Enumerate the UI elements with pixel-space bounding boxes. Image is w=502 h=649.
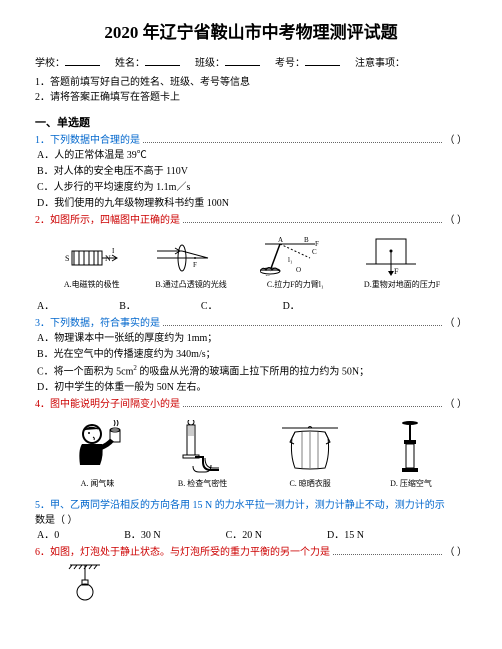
q4-stem: 4．图中能说明分子间隔变小的是	[35, 397, 180, 412]
q3-stem: 3．下列数据，符合事实的是	[35, 316, 160, 331]
choice-a: A．	[37, 299, 54, 314]
class-label: 班级：	[195, 56, 260, 71]
q6-figure	[65, 562, 467, 602]
q5-choices: A．0 B．30 N C．20 N D．15 N	[37, 528, 467, 543]
answer-blank: （ ）	[445, 545, 468, 560]
instruction-1: 1．答题前填写好自己的姓名、班级、考号等信息	[35, 75, 467, 90]
svg-text:I: I	[112, 247, 115, 255]
question-5: 5．甲、乙两同学沿相反的方向各用 15 N 的力水平拉一测力计，测力计静止不动，…	[35, 498, 467, 543]
q1-stem: 1．下列数据中合理的是	[35, 133, 140, 148]
q6-stem: 6．如图，灯泡处于静止状态。与灯泡所受的重力平衡的另一个力是	[35, 545, 330, 560]
q4-fig-c: C. 晾晒衣服	[280, 420, 340, 490]
question-4: 4．图中能说明分子间隔变小的是 （ ） A. 闻气味	[35, 397, 467, 490]
choice-b: B．	[119, 299, 136, 314]
q2-stem: 2．如图所示，四幅图中正确的是	[35, 213, 180, 228]
answer-blank: （ ）	[445, 316, 468, 331]
q1-option-d: D．我们使用的九年级物理教科书约重 100N	[37, 196, 467, 211]
convex-lens-icon: F	[155, 241, 210, 276]
choice-c: C．	[201, 299, 218, 314]
notice-label: 注意事项：	[355, 56, 405, 71]
airtight-check-icon	[175, 420, 230, 475]
svg-text:A: A	[278, 236, 283, 244]
pressure-force-icon: F	[364, 236, 419, 276]
examid-label: 考号：	[275, 56, 340, 71]
question-2: 2．如图所示，四幅图中正确的是 （ ） S N I A.电磁铁的极性	[35, 213, 467, 314]
svg-text:l₁: l₁	[288, 256, 292, 264]
info-line: 学校： 姓名： 班级： 考号： 注意事项：	[35, 56, 467, 71]
school-label: 学校：	[35, 56, 100, 71]
svg-text:B: B	[304, 236, 309, 244]
q3-option-c: C．将一个面积为 5cm2 的吸盘从光滑的玻璃面上拉下所用的拉力约为 50N；	[37, 363, 467, 379]
q2-fig-c: A B F C l₁ G O C.拉力F的力臂l₁	[260, 236, 330, 291]
q4-fig-b: B. 检查气密性	[175, 420, 230, 490]
svg-text:G: G	[265, 274, 270, 276]
answer-blank: （ ）	[445, 397, 468, 412]
q5-choice-c: C．20 N	[226, 528, 262, 543]
q2-fig-a: S N I A.电磁铁的极性	[62, 241, 122, 291]
question-3: 3．下列数据，符合事实的是 （ ） A．物理课本中一张纸的厚度约为 1mm； B…	[35, 316, 467, 395]
q2-fig-b: F B.通过凸透镜的光线	[155, 241, 226, 291]
q2-choices: A． B． C． D．	[37, 299, 467, 314]
compress-air-icon	[390, 420, 430, 475]
q5-stem-line1: 5．甲、乙两同学沿相反的方向各用 15 N 的力水平拉一测力计，测力计静止不动，…	[35, 498, 467, 513]
question-6: 6．如图，灯泡处于静止状态。与灯泡所受的重力平衡的另一个力是 （ ）	[35, 545, 467, 602]
q2-fig-d: F D.重物对地面的压力F	[364, 236, 440, 291]
q1-option-c: C．人步行的平均速度约为 1.1m／s	[37, 180, 467, 195]
answer-blank: （ ）	[445, 133, 468, 148]
svg-text:C: C	[312, 248, 317, 256]
electromagnet-icon: S N I	[62, 241, 122, 276]
svg-text:S: S	[65, 254, 69, 263]
q3-option-b: B．光在空气中的传播速度约为 340m/s；	[37, 347, 467, 362]
q5-choice-b: B．30 N	[124, 528, 160, 543]
instruction-2: 2．请将答案正确填写在答题卡上	[35, 90, 467, 105]
q4-fig-a: A. 闻气味	[70, 420, 125, 490]
name-label: 姓名：	[115, 56, 180, 71]
smell-person-icon	[70, 420, 125, 475]
dry-clothes-icon	[280, 420, 340, 475]
svg-text:F: F	[193, 261, 197, 269]
q5-choice-a: A．0	[37, 528, 59, 543]
section-header: 一、单选题	[35, 115, 467, 132]
answer-blank: （ ）	[445, 213, 468, 228]
q2-figures: S N I A.电磁铁的极性 F B.通过凸透镜的光线	[35, 236, 467, 291]
svg-text:F: F	[394, 267, 399, 276]
q5-stem-line2: 数是（ ）	[35, 513, 467, 528]
hanging-bulb-icon	[65, 562, 105, 602]
q3-option-a: A．物理课本中一张纸的厚度约为 1mm；	[37, 331, 467, 346]
svg-text:O: O	[296, 266, 301, 274]
lever-arm-icon: A B F C l₁ G O	[260, 236, 330, 276]
svg-text:F: F	[315, 240, 319, 248]
q5-choice-d: D．15 N	[327, 528, 364, 543]
instructions: 1．答题前填写好自己的姓名、班级、考号等信息 2．请将答案正确填写在答题卡上	[35, 75, 467, 105]
q1-option-b: B．对人体的安全电压不高于 110V	[37, 164, 467, 179]
q4-figures: A. 闻气味 B. 检查气密性 C. 晾晒衣服	[35, 420, 467, 490]
q4-fig-d: D. 压缩空气	[390, 420, 432, 490]
exam-title: 2020 年辽宁省鞍山市中考物理测评试题	[35, 20, 467, 46]
choice-d: D．	[283, 299, 300, 314]
question-1: 1．下列数据中合理的是 （ ） A．人的正常体温是 39℃ B．对人体的安全电压…	[35, 133, 467, 211]
q3-option-d: D．初中学生的体重一般为 50N 左右。	[37, 380, 467, 395]
q1-option-a: A．人的正常体温是 39℃	[37, 148, 467, 163]
